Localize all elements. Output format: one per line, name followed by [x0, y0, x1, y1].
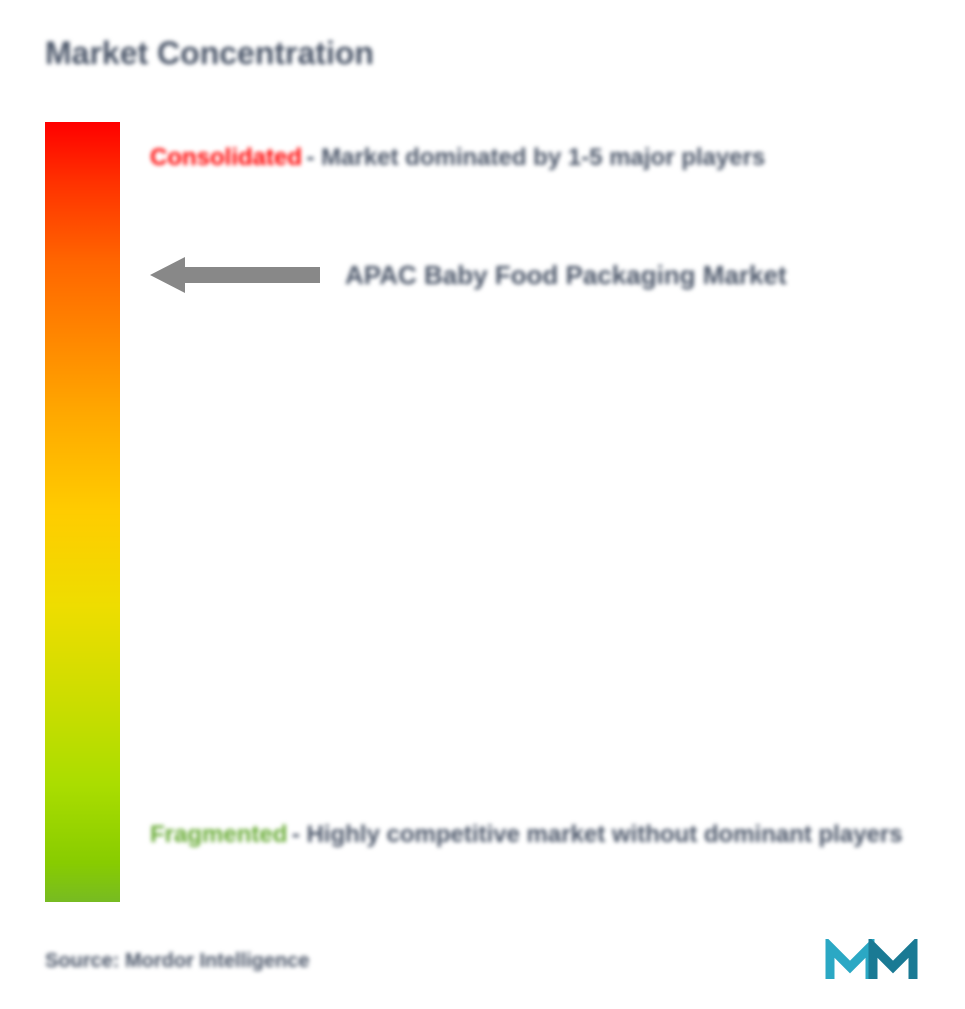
source-attribution: Source: Mordor Intelligence	[45, 950, 309, 973]
labels-area: Consolidated - Market dominated by 1-5 m…	[150, 122, 920, 902]
page-title: Market Concentration	[45, 35, 920, 72]
fragmented-section: Fragmented - Highly competitive market w…	[150, 809, 920, 862]
consolidated-section: Consolidated - Market dominated by 1-5 m…	[150, 132, 920, 185]
market-pointer-section: APAC Baby Food Packaging Market	[150, 257, 787, 293]
consolidated-description: - Market dominated by 1-5 major players	[306, 144, 765, 171]
arrow-left-icon	[150, 257, 320, 293]
consolidated-label: Consolidated	[150, 144, 302, 171]
footer: Source: Mordor Intelligence	[45, 939, 920, 984]
mordor-logo-icon	[825, 939, 920, 984]
concentration-gradient-bar	[45, 122, 120, 902]
fragmented-description: - Highly competitive market without domi…	[292, 821, 903, 848]
market-name-label: APAC Baby Food Packaging Market	[345, 260, 787, 291]
content-area: Consolidated - Market dominated by 1-5 m…	[45, 122, 920, 902]
fragmented-label: Fragmented	[150, 821, 287, 848]
